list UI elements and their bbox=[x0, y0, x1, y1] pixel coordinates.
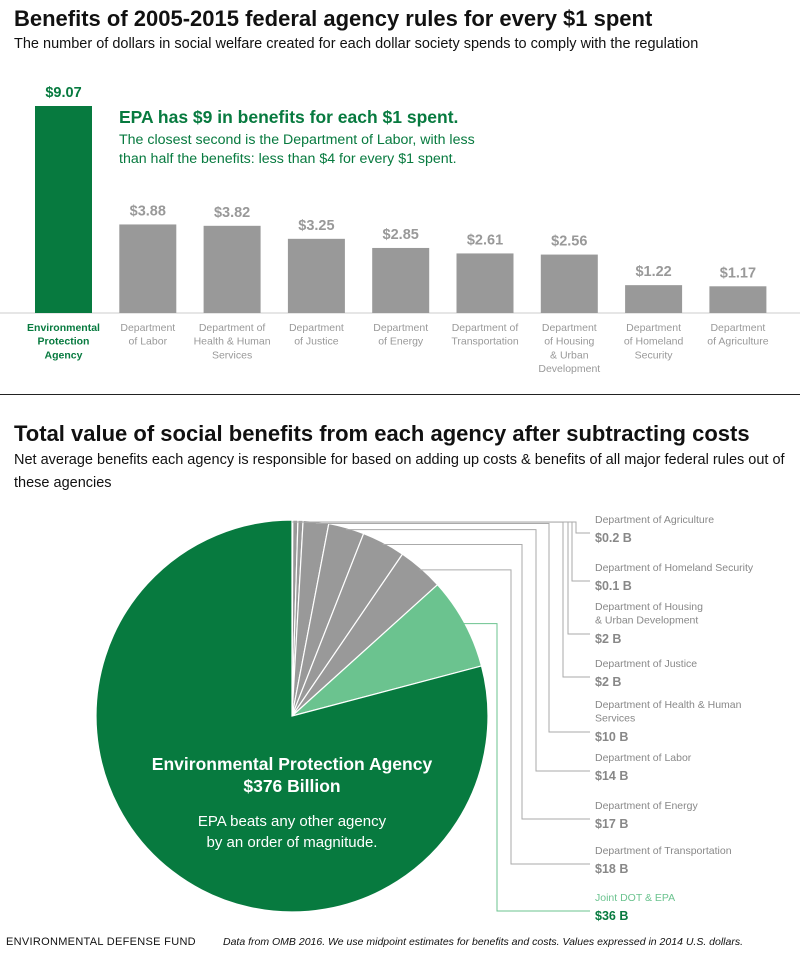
leader-line-8 bbox=[462, 623, 590, 912]
epa-callout-name: Environmental Protection Agency bbox=[152, 754, 433, 774]
leader-line-6 bbox=[382, 544, 590, 820]
annotation-headline: EPA has $9 in benefits for each $1 spent… bbox=[119, 107, 458, 127]
epa-callout-amount: $376 Billion bbox=[243, 776, 340, 796]
bar-2 bbox=[203, 225, 261, 313]
category-label-7: Department of Homeland Security bbox=[624, 322, 684, 361]
bar-5 bbox=[456, 253, 514, 313]
slice-label-7: Department of Transportation bbox=[595, 845, 732, 857]
annotation-line-0: The closest second is the Department of … bbox=[119, 132, 475, 148]
leader-line-3 bbox=[300, 521, 590, 678]
slice-value-6: $17 B bbox=[595, 817, 628, 831]
bar-0 bbox=[35, 106, 92, 313]
category-label-6: Department of Housing & Urban Development bbox=[538, 322, 600, 375]
pie-chart-subtitle: Net average benefits each agency is resp… bbox=[14, 452, 785, 491]
bar-value-label-3: $3.25 bbox=[298, 218, 334, 234]
bar-value-label-7: $1.22 bbox=[635, 264, 671, 280]
bar-chart: $9.07 Environmental Protection Agency $3.88 D… bbox=[0, 85, 800, 395]
source-organization: ENVIRONMENTAL DEFENSE FUND bbox=[6, 936, 196, 948]
slice-label-5: Department of Labor bbox=[595, 752, 692, 764]
slice-label-6: Department of Energy bbox=[595, 800, 698, 812]
bar-8 bbox=[709, 286, 767, 313]
bar-chart-title: Benefits of 2005-2015 federal agency rul… bbox=[14, 6, 653, 31]
slice-value-7: $18 B bbox=[595, 862, 628, 876]
bar-chart-subtitle: The number of dollars in social welfare … bbox=[14, 36, 699, 52]
leader-line-4 bbox=[315, 522, 590, 733]
bar-value-label-1: $3.88 bbox=[130, 203, 166, 219]
leader-line-7 bbox=[419, 569, 590, 865]
category-label-1: Department of Labor bbox=[120, 322, 175, 348]
epa-callout-note-0: EPA beats any other agency bbox=[198, 813, 387, 830]
epa-callout-note-1: by an order of magnitude. bbox=[207, 834, 378, 851]
slice-label-0: Department of Agriculture bbox=[595, 514, 714, 526]
bar-7 bbox=[625, 285, 683, 313]
data-source-note: Data from OMB 2016. We use midpoint esti… bbox=[223, 936, 744, 948]
bar-3 bbox=[287, 238, 345, 313]
slice-label-1: Department of Homeland Security bbox=[595, 562, 754, 574]
slice-value-2: $2 B bbox=[595, 632, 621, 646]
bar-6 bbox=[540, 254, 598, 313]
slice-value-4: $10 B bbox=[595, 730, 628, 744]
leader-line-5 bbox=[345, 529, 590, 772]
bar-value-label-6: $2.56 bbox=[551, 234, 587, 250]
slice-value-8: $36 B bbox=[595, 909, 628, 923]
bar-4 bbox=[372, 247, 430, 313]
slice-value-0: $0.2 B bbox=[595, 531, 632, 545]
slice-label-8: Joint DOT & EPA bbox=[595, 892, 675, 904]
bar-value-label-4: $2.85 bbox=[383, 227, 419, 243]
slice-label-3: Department of Justice bbox=[595, 658, 697, 670]
category-label-4: Department of Energy bbox=[373, 322, 428, 348]
category-label-2: Department of Health & Human Services bbox=[194, 322, 271, 361]
slice-value-1: $0.1 B bbox=[595, 579, 632, 593]
category-label-0: Environmental Protection Agency bbox=[27, 322, 100, 361]
annotation-line-1: than half the benefits: less than $4 for… bbox=[119, 151, 457, 167]
pie-chart-title: Total value of social benefits from each… bbox=[14, 421, 750, 446]
category-label-8: Department of Agriculture bbox=[707, 322, 768, 348]
pie-slice-9 bbox=[95, 519, 489, 913]
bar-value-label-5: $2.61 bbox=[467, 232, 503, 248]
category-label-3: Department of Justice bbox=[289, 322, 344, 348]
pie-chart: Department of Agriculture $0.2 B Departmen… bbox=[95, 514, 754, 923]
slice-label-2: Department of Housing & Urban Development bbox=[595, 601, 703, 627]
slice-label-4: Department of Health & Human Services bbox=[595, 699, 742, 725]
bar-value-label-2: $3.82 bbox=[214, 205, 250, 221]
bar-1 bbox=[119, 224, 177, 313]
slice-value-5: $14 B bbox=[595, 769, 628, 783]
bar-value-label-8: $1.17 bbox=[720, 265, 756, 281]
category-label-5: Department of Transportation bbox=[451, 322, 518, 348]
slice-value-3: $2 B bbox=[595, 675, 621, 689]
bar-value-label-0: $9.07 bbox=[45, 85, 81, 101]
